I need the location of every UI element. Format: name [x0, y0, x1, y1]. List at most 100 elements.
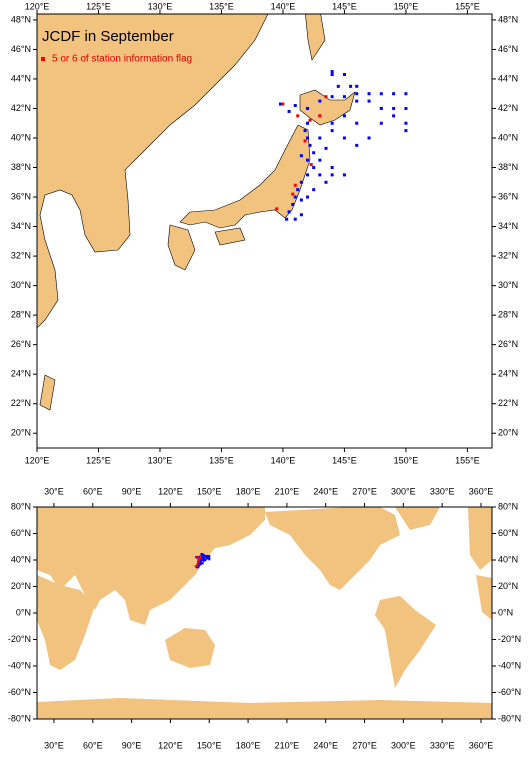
x-tick-label: 150°E	[394, 455, 419, 465]
station	[200, 561, 203, 564]
y-tick-label: -60°N	[8, 687, 31, 697]
x-tick-label: 150°E	[197, 740, 222, 750]
y-tick-label: -20°N	[8, 634, 31, 644]
station	[404, 129, 408, 133]
station	[203, 559, 206, 562]
y-tick-label: 28°N	[11, 310, 31, 320]
station	[367, 92, 371, 96]
station	[312, 188, 316, 192]
legend-swatch	[41, 57, 45, 61]
station	[196, 564, 199, 567]
station	[318, 99, 322, 103]
station	[205, 556, 208, 559]
y-tick-label: -80°N	[8, 713, 31, 723]
y-tick-label: 80°N	[11, 501, 31, 511]
x-tick-label: 30°E	[44, 740, 64, 750]
station	[355, 121, 359, 125]
y-tick-label: 38°N	[498, 162, 518, 172]
x-tick-label: 240°E	[313, 486, 338, 496]
station	[312, 166, 316, 170]
y-tick-label: -80°N	[498, 713, 521, 723]
x-tick-label: 135°E	[209, 1, 234, 11]
station	[206, 555, 209, 558]
station	[306, 173, 310, 177]
station	[355, 99, 359, 103]
station	[379, 106, 383, 110]
station	[285, 217, 289, 221]
station	[206, 557, 209, 560]
y-tick-label: 44°N	[498, 73, 518, 83]
x-tick-label: 360°E	[469, 740, 494, 750]
y-tick-label: 40°N	[11, 554, 31, 564]
station	[199, 562, 202, 565]
station	[330, 173, 334, 177]
x-tick-label: 125°E	[86, 1, 111, 11]
station	[299, 180, 303, 184]
station	[201, 559, 204, 561]
x-tick-label: 270°E	[352, 486, 377, 496]
station	[198, 563, 201, 566]
station	[203, 557, 206, 560]
x-tick-label: 270°E	[352, 740, 377, 750]
y-tick-label: 32°N	[11, 250, 31, 260]
station	[355, 84, 359, 88]
x-tick-label: 150°E	[394, 1, 419, 11]
station	[195, 555, 198, 558]
y-tick-label: 24°N	[11, 369, 31, 379]
station	[306, 195, 310, 199]
y-tick-label: 46°N	[498, 44, 518, 54]
station	[342, 173, 346, 177]
y-tick-label: 0°N	[498, 607, 513, 617]
station	[293, 217, 297, 221]
station	[197, 560, 200, 563]
y-tick-label: 48°N	[11, 14, 31, 24]
station	[330, 70, 334, 74]
station	[208, 555, 211, 558]
y-tick-label: 60°N	[11, 528, 31, 538]
station	[196, 557, 199, 560]
y-tick-label: 36°N	[498, 191, 518, 201]
station	[299, 198, 303, 202]
station	[299, 154, 303, 158]
station	[201, 553, 204, 556]
station	[318, 136, 322, 140]
station	[404, 92, 408, 96]
station	[309, 163, 313, 167]
station	[330, 73, 334, 77]
station	[293, 195, 297, 199]
x-tick-label: 140°E	[271, 455, 296, 465]
station	[392, 92, 396, 96]
x-tick-label: 150°E	[197, 486, 222, 496]
y-tick-label: 22°N	[11, 398, 31, 408]
y-tick-label: -20°N	[498, 634, 521, 644]
station	[367, 136, 371, 140]
station	[308, 143, 312, 147]
x-tick-label: 60°E	[83, 486, 103, 496]
station	[318, 158, 322, 162]
station	[355, 92, 359, 96]
station	[291, 192, 295, 196]
y-tick-label: 38°N	[11, 162, 31, 172]
station	[287, 109, 291, 113]
station	[306, 158, 310, 162]
x-tick-label: 125°E	[86, 455, 111, 465]
station	[208, 556, 211, 559]
y-tick-label: 0°N	[16, 607, 31, 617]
x-tick-label: 135°E	[209, 455, 234, 465]
x-tick-label: 30°E	[44, 486, 64, 496]
x-tick-label: 120°E	[158, 486, 183, 496]
station	[318, 173, 322, 177]
station	[392, 114, 396, 118]
station	[278, 102, 282, 106]
legend-label: 5 or 6 of station information flag	[52, 54, 192, 65]
x-tick-label: 90°E	[122, 740, 142, 750]
y-tick-label: -60°N	[498, 687, 521, 697]
x-tick-label: 210°E	[275, 486, 300, 496]
x-tick-label: 145°E	[332, 455, 357, 465]
x-tick-label: 300°E	[391, 740, 416, 750]
station	[197, 559, 200, 562]
x-tick-label: 120°E	[158, 740, 183, 750]
y-tick-label: 20°N	[498, 581, 518, 591]
station	[205, 555, 208, 558]
station	[318, 114, 322, 118]
